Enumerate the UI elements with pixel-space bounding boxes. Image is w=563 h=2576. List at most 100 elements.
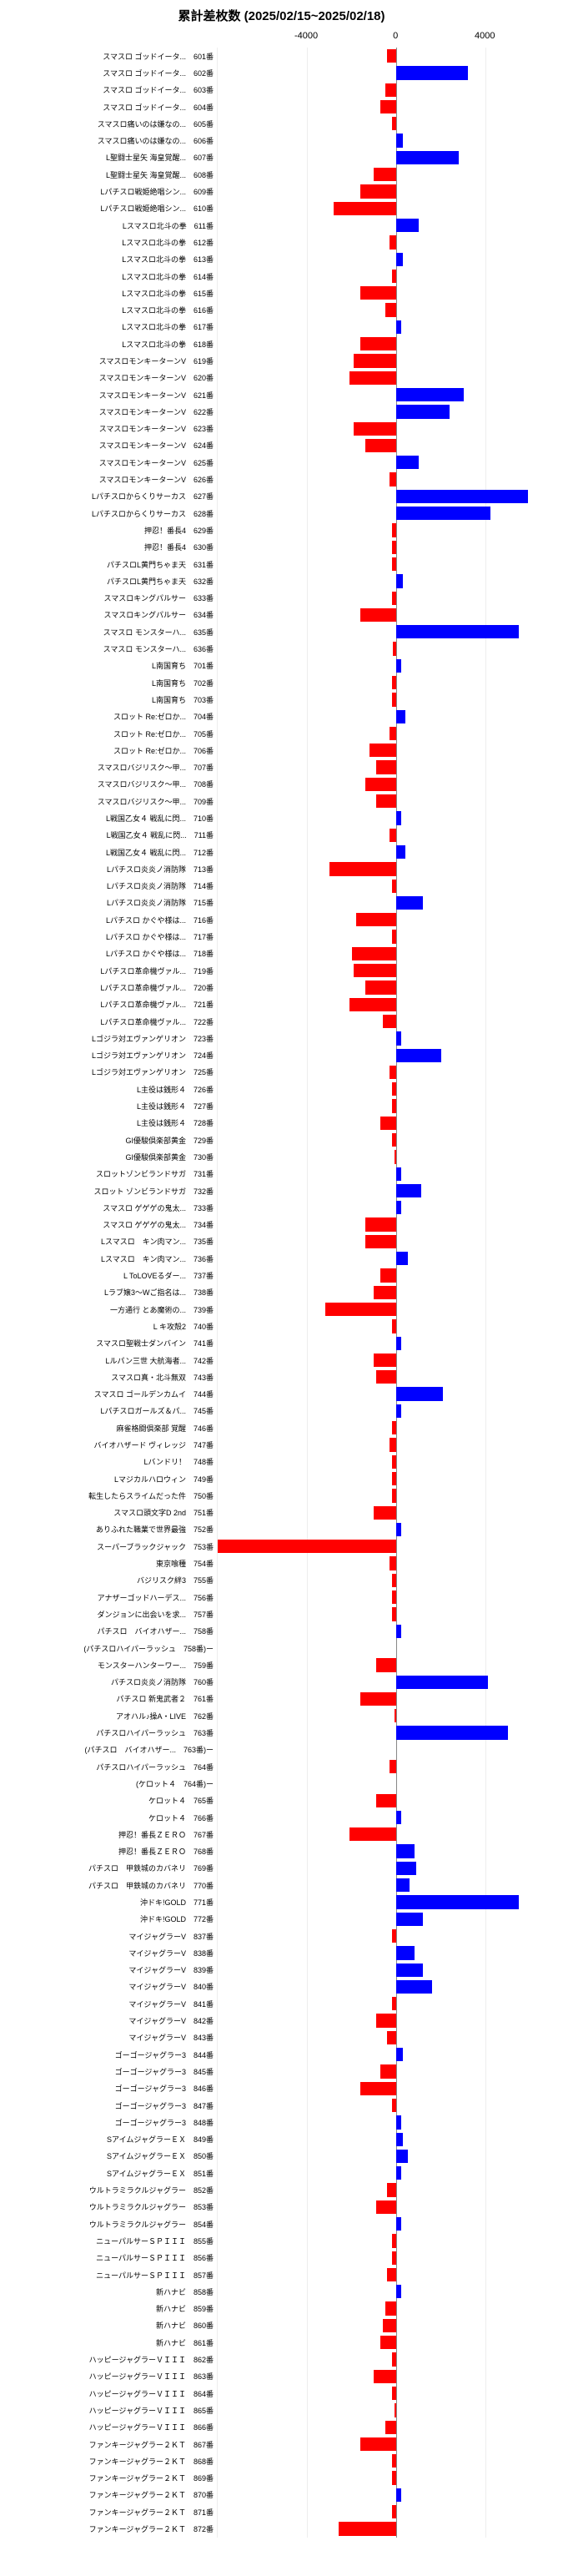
bar-row: L主役は銭形４ 727番 bbox=[0, 1097, 563, 1114]
y-label: パチスロハイパーラッシュ 764番 bbox=[0, 1762, 217, 1772]
bar-cell bbox=[217, 911, 563, 928]
bar-cell bbox=[217, 1724, 563, 1741]
bar-row: L主役は銭形４ 728番 bbox=[0, 1115, 563, 1132]
gridline bbox=[307, 2503, 308, 2520]
zero-line bbox=[396, 878, 397, 895]
bar-row: L南国育ち 702番 bbox=[0, 674, 563, 691]
bar-cell bbox=[217, 1318, 563, 1334]
gridline bbox=[485, 556, 486, 572]
gridline bbox=[307, 1013, 308, 1030]
bar-row: 新ハナビ 861番 bbox=[0, 2334, 563, 2351]
y-label: GI優駿倶楽部黄金 730番 bbox=[0, 1152, 217, 1162]
bar-row: Lスマスロ北斗の拳 615番 bbox=[0, 285, 563, 301]
gridline bbox=[307, 1911, 308, 1928]
zero-line bbox=[396, 1436, 397, 1453]
y-label: ニューパルサーＳＰＩＩＩ 856番 bbox=[0, 2252, 217, 2263]
gridline bbox=[307, 421, 308, 437]
gridline bbox=[485, 522, 486, 538]
gridline bbox=[485, 1962, 486, 1979]
bar bbox=[396, 2133, 403, 2146]
y-label: スマスロモンキーターンV 626番 bbox=[0, 474, 217, 485]
gridline bbox=[485, 539, 486, 556]
bar bbox=[396, 1811, 400, 1824]
zero-line bbox=[396, 82, 397, 98]
y-label: ウルトラミラクルジャグラー 853番 bbox=[0, 2201, 217, 2212]
y-label: 押忍！番長4 629番 bbox=[0, 525, 217, 536]
gridline bbox=[307, 522, 308, 538]
y-label: スマスロ痛いのは嫌なの... 606番 bbox=[0, 135, 217, 146]
y-label: ゴーゴージャグラー3 847番 bbox=[0, 2100, 217, 2111]
bar-row: 新ハナビ 859番 bbox=[0, 2300, 563, 2316]
bar-cell bbox=[217, 2216, 563, 2232]
y-label: パチスロL黄門ちゃま天 631番 bbox=[0, 559, 217, 570]
bar-cell bbox=[217, 1589, 563, 1606]
y-label: ゴーゴージャグラー3 846番 bbox=[0, 2083, 217, 2094]
bar-cell bbox=[217, 1115, 563, 1132]
bar-row: ウルトラミラクルジャグラー 853番 bbox=[0, 2199, 563, 2216]
y-label: パチスロ バイオハザー... 758番 bbox=[0, 1626, 217, 1636]
bar bbox=[392, 2251, 396, 2265]
gridline bbox=[307, 2165, 308, 2181]
zero-line bbox=[396, 268, 397, 285]
y-label: Lパチスロ炎炎ノ消防隊 714番 bbox=[0, 880, 217, 891]
gridline bbox=[307, 928, 308, 945]
zero-line bbox=[396, 1538, 397, 1555]
gridline bbox=[485, 1030, 486, 1046]
bar-row: 新ハナビ 858番 bbox=[0, 2283, 563, 2300]
bar-cell bbox=[217, 1013, 563, 1030]
zero-line bbox=[396, 2317, 397, 2334]
gridline bbox=[485, 1233, 486, 1250]
bar-cell bbox=[217, 556, 563, 572]
gridline bbox=[307, 1385, 308, 1402]
gridline bbox=[307, 2012, 308, 2029]
bar-cell bbox=[217, 1606, 563, 1622]
gridline bbox=[485, 1656, 486, 1673]
y-label: 新ハナビ 859番 bbox=[0, 2303, 217, 2314]
zero-line bbox=[396, 2385, 397, 2402]
bar-cell bbox=[217, 1843, 563, 1859]
gridline bbox=[307, 2283, 308, 2300]
y-label: スーパーブラックジャック 753番 bbox=[0, 1541, 217, 1552]
y-label: マイジャグラーV 837番 bbox=[0, 1931, 217, 1942]
bar-row: スマスロ頭文字D 2nd 751番 bbox=[0, 1505, 563, 1521]
gridline bbox=[485, 1352, 486, 1369]
bar-row: Lパチスロ炎炎ノ消防隊 713番 bbox=[0, 860, 563, 877]
gridline bbox=[485, 2283, 486, 2300]
zero-line bbox=[396, 2419, 397, 2436]
gridline bbox=[485, 115, 486, 132]
bar-row: L ToLOVEるダー... 737番 bbox=[0, 1267, 563, 1283]
bar bbox=[396, 1878, 410, 1892]
bar bbox=[396, 1252, 407, 1265]
gridline bbox=[307, 2452, 308, 2469]
bar-cell bbox=[217, 2012, 563, 2029]
gridline bbox=[307, 2368, 308, 2385]
gridline bbox=[485, 1335, 486, 1352]
zero-line bbox=[396, 2368, 397, 2385]
y-label: SアイムジャグラーＥＸ 850番 bbox=[0, 2150, 217, 2161]
gridline bbox=[485, 1843, 486, 1859]
gridline bbox=[307, 776, 308, 793]
y-label: SアイムジャグラーＥＸ 851番 bbox=[0, 2168, 217, 2179]
gridline bbox=[485, 1115, 486, 1132]
y-label: (パチスロ バイオハザー... 763番)ー bbox=[0, 1744, 217, 1755]
bar-cell bbox=[217, 2469, 563, 2486]
bar-row: ハッピージャグラーＶＩＩＩ 865番 bbox=[0, 2402, 563, 2418]
y-label: ウルトラミラクルジャグラー 854番 bbox=[0, 2219, 217, 2230]
bar-cell bbox=[217, 2266, 563, 2283]
bar bbox=[392, 2352, 396, 2366]
bar-cell bbox=[217, 1995, 563, 2012]
bar bbox=[392, 1997, 396, 2010]
bar-cell bbox=[217, 1284, 563, 1301]
gridline bbox=[485, 572, 486, 589]
gridline bbox=[485, 268, 486, 285]
bar-row: Lパチスロ炎炎ノ消防隊 714番 bbox=[0, 878, 563, 895]
y-label: ファンキージャグラー２ＫＴ 872番 bbox=[0, 2523, 217, 2534]
gridline bbox=[485, 1538, 486, 1555]
gridline bbox=[307, 370, 308, 386]
zero-line bbox=[396, 2080, 397, 2097]
bar bbox=[396, 1980, 432, 1994]
gridline bbox=[307, 1860, 308, 1877]
bar-cell bbox=[217, 352, 563, 369]
bar-row: スマスロバジリスク～甲... 708番 bbox=[0, 776, 563, 793]
bar-row: 転生したらスライムだった件 750番 bbox=[0, 1487, 563, 1504]
